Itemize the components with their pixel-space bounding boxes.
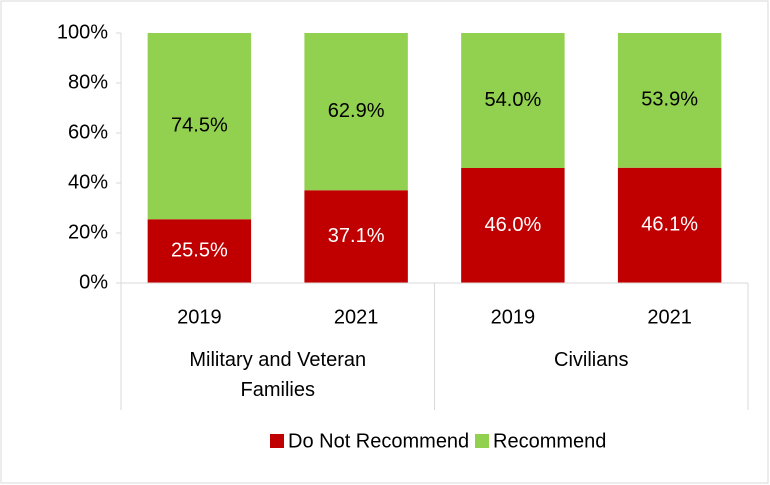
data-label: 54.0% xyxy=(485,89,542,111)
data-label: 37.1% xyxy=(328,225,385,247)
data-label: 74.5% xyxy=(171,114,228,136)
x-tick-label: 2021 xyxy=(647,306,692,328)
bar-segment xyxy=(147,33,252,220)
x-tick-label: 2019 xyxy=(491,306,536,328)
y-tick-label: 20% xyxy=(68,221,108,243)
y-tick-label: 80% xyxy=(68,71,108,93)
data-label: 46.1% xyxy=(641,214,698,236)
y-tick-label: 40% xyxy=(68,171,108,193)
group-label: Civilians xyxy=(554,349,629,371)
bar-segment xyxy=(461,33,565,168)
y-tick-label: 100% xyxy=(57,21,108,43)
bar-segment xyxy=(617,33,722,168)
legend-label: Do Not Recommend xyxy=(288,430,469,452)
bar-segment xyxy=(617,167,722,283)
bar-segment xyxy=(304,190,408,283)
bar-segment xyxy=(304,33,408,191)
legend-swatch xyxy=(475,434,489,448)
bar-segment xyxy=(461,168,565,283)
y-tick-label: 0% xyxy=(79,271,108,293)
x-tick-label: 2019 xyxy=(177,306,222,328)
legend-label: Recommend xyxy=(493,430,606,452)
group-label: Military and Veteran Families xyxy=(189,349,367,401)
data-label: 25.5% xyxy=(171,239,228,261)
data-label: 62.9% xyxy=(328,100,385,122)
x-tick-label: 2021 xyxy=(334,306,379,328)
group-label-box: Military and Veteran Families xyxy=(189,349,367,401)
data-label: 53.9% xyxy=(641,89,698,111)
bar-segment xyxy=(147,219,252,283)
data-label: 46.0% xyxy=(485,214,542,236)
legend-swatch xyxy=(270,434,284,448)
group-label-box: Civilians xyxy=(554,349,629,371)
y-tick-label: 60% xyxy=(68,121,108,143)
